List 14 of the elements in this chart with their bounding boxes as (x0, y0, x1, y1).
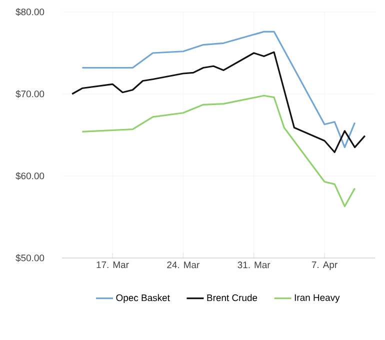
y-tick-label: $60.00 (16, 172, 44, 180)
y-tick-label: $80.00 (16, 8, 44, 16)
legend-label: Brent Crude (207, 294, 258, 302)
line-series (81, 94, 356, 208)
y-tick-label: $70.00 (16, 90, 44, 98)
line-series (81, 30, 356, 148)
legend-label: Opec Basket (116, 294, 170, 303)
x-tick-label: 24. Mar (167, 262, 200, 268)
line-series (71, 51, 366, 154)
y-tick-label: $50.00 (16, 254, 44, 262)
x-tick-label: 17. Mar (96, 262, 129, 268)
x-tick-label: 31. Mar (238, 262, 270, 268)
legend-label: Iran Heavy (294, 294, 340, 303)
x-tick-label: 7. Apr (312, 262, 338, 270)
